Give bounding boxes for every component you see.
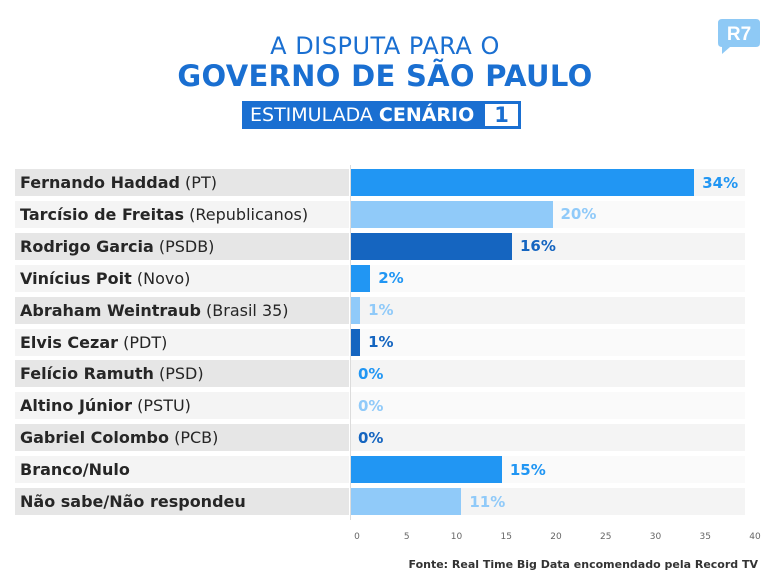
party-name: (PCB) <box>169 428 219 448</box>
category-label: Felício Ramuth (PSD) <box>15 360 349 388</box>
candidate-name: Branco/Nulo <box>20 460 130 480</box>
scenario-type: ESTIMULADA <box>250 104 373 126</box>
candidate-name: Não sabe/Não respondeu <box>20 492 246 511</box>
bar-track <box>350 392 745 420</box>
tick-label: 10 <box>450 532 463 542</box>
candidate-name: Abraham Weintraub <box>20 300 201 320</box>
bar <box>350 169 695 196</box>
candidate-name: Fernando Haddad <box>20 173 180 192</box>
candidate-name: Vinícius Poit <box>20 268 132 288</box>
category-label: Gabriel Colombo (PCB) <box>15 424 349 452</box>
tick-label: 15 <box>500 532 512 542</box>
tick-label: 30 <box>649 532 662 542</box>
candidate-name: Gabriel Colombo <box>20 428 169 448</box>
bar-track <box>350 424 745 452</box>
value-label: 20% <box>560 205 597 224</box>
scenario-banner: ESTIMULADA CENÁRIO 1 <box>242 101 521 129</box>
bar <box>350 328 361 356</box>
bar-track <box>350 296 745 324</box>
candidate-name: Elvis Cezar <box>20 332 119 352</box>
candidate-name: Felício Ramuth <box>20 364 154 384</box>
category-label: Abraham Weintraub (Brasil 35) <box>15 296 349 324</box>
tick-label: 40 <box>749 532 761 542</box>
party-name: (Brasil 35) <box>200 300 289 320</box>
value-label: 1% <box>368 301 394 320</box>
chart-row: Altino Júnior (PSTU) 0% <box>15 392 745 420</box>
party-name: (Republicanos) <box>184 204 309 224</box>
chart-row: Rodrigo Garcia (PSDB) 16% <box>15 232 745 260</box>
title-line-1: A DISPUTA PARA O <box>270 32 500 60</box>
party-name: (PSDB) <box>153 236 215 256</box>
value-label: 0% <box>358 428 384 447</box>
value-label: 1% <box>368 333 394 351</box>
candidate-name: Tarcísio de Freitas <box>20 204 185 224</box>
candidate-name: Altino Júnior <box>20 396 133 416</box>
title-line-2: GOVERNO DE SÃO PAULO <box>177 59 593 93</box>
category-label: Rodrigo Garcia (PSDB) <box>15 232 349 260</box>
scenario-label: ESTIMULADA CENÁRIO <box>242 101 483 129</box>
tick-label: 0 <box>354 532 360 542</box>
bar <box>350 456 502 484</box>
scenario-word: CENÁRIO <box>378 104 475 126</box>
bar-track <box>350 360 745 388</box>
party-name: (PDT) <box>118 332 168 352</box>
party-name: (PSTU) <box>132 396 191 416</box>
source-note: Fonte: Real Time Big Data encomendado pe… <box>408 558 759 571</box>
scenario-number: 1 <box>482 101 521 129</box>
category-label: Tarcísio de Freitas (Republicanos) <box>15 200 349 228</box>
tick-label: 35 <box>699 532 711 542</box>
category-label: Altino Júnior (PSTU) <box>15 392 349 420</box>
chart-row: Elvis Cezar (PDT) 1% <box>15 328 745 356</box>
chart-row: Felício Ramuth (PSD) 0% <box>15 360 745 388</box>
bar-track <box>350 328 745 356</box>
category-label: Branco/Nulo <box>15 456 349 484</box>
tick-label: 20 <box>550 532 562 542</box>
chart-row: Gabriel Colombo (PCB) 0% <box>15 424 745 452</box>
bar <box>350 296 361 324</box>
logo-text: R7 <box>727 24 751 45</box>
bar <box>350 200 553 228</box>
category-label: Não sabe/Não respondeu <box>15 488 349 515</box>
chart-row: Não sabe/Não respondeu 11% <box>15 488 745 515</box>
chart-row: Abraham Weintraub (Brasil 35) 1% <box>15 296 745 324</box>
chart-row: Vinícius Poit (Novo) 2% <box>15 264 745 292</box>
party-name: (PT) <box>179 173 217 192</box>
value-label: 16% <box>520 237 556 256</box>
axis-baseline <box>350 165 351 520</box>
value-label: 0% <box>358 396 384 415</box>
chart-row: Fernando Haddad (PT) 34% <box>15 169 745 196</box>
value-label: 0% <box>358 364 384 383</box>
value-label: 34% <box>702 173 739 192</box>
category-label: Vinícius Poit (Novo) <box>15 264 349 292</box>
category-label: Fernando Haddad (PT) <box>15 169 349 196</box>
value-label: 11% <box>469 492 506 511</box>
chart-row: Tarcísio de Freitas (Republicanos) 20% <box>15 200 745 228</box>
party-name: (PSD) <box>153 364 204 384</box>
tick-label: 25 <box>600 532 612 542</box>
bar-track <box>350 264 745 292</box>
bar <box>350 232 512 260</box>
candidate-name: Rodrigo Garcia <box>20 236 154 256</box>
value-label: 2% <box>378 269 404 288</box>
chart-row: Branco/Nulo 15% <box>15 456 745 484</box>
category-label: Elvis Cezar (PDT) <box>15 328 349 356</box>
tick-label: 5 <box>403 532 410 542</box>
value-label: 15% <box>509 460 546 479</box>
r7-logo: R7 <box>718 19 760 54</box>
bar <box>350 488 462 515</box>
party-name: (Novo) <box>131 268 191 288</box>
bar <box>350 264 371 292</box>
